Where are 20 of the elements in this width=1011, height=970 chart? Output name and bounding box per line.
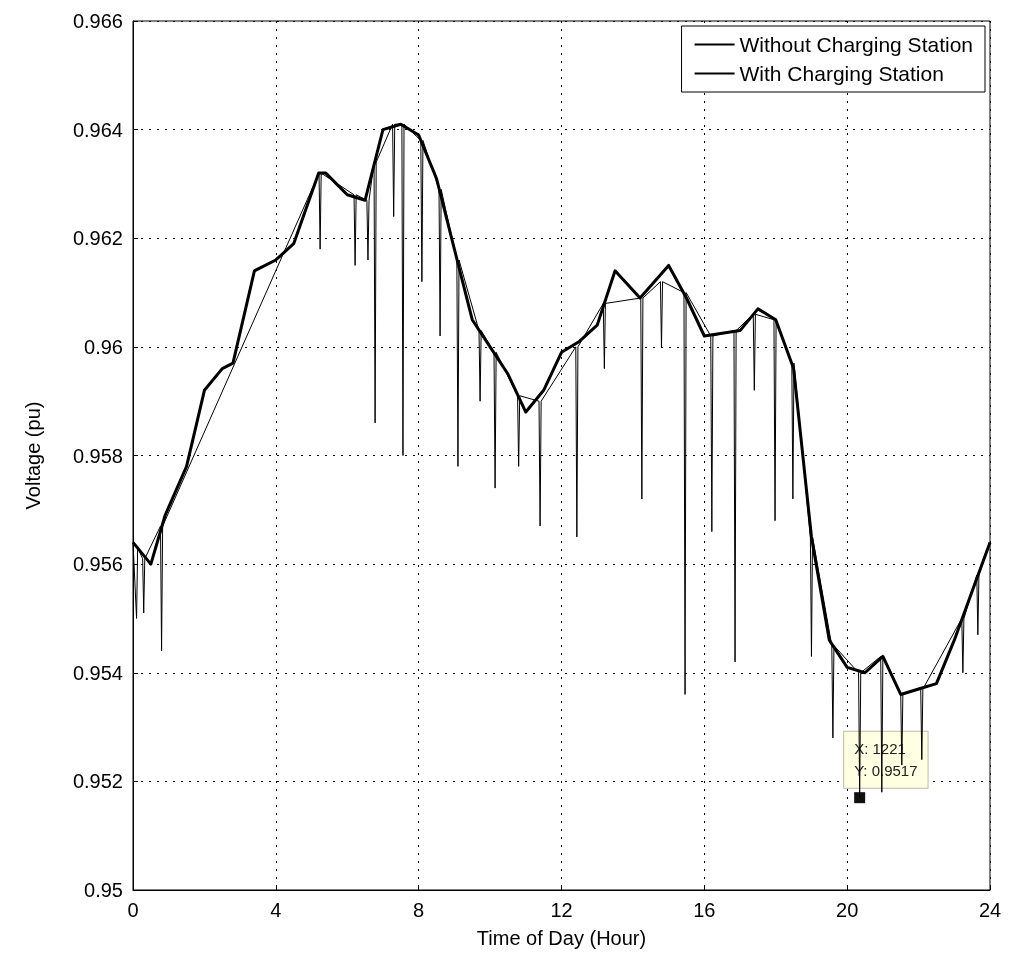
x-tick-label: 0	[127, 899, 139, 921]
y-tick-label: 0.954	[72, 661, 123, 684]
y-tick-label: 0.96	[84, 335, 123, 358]
y-tick-label: 0.95	[84, 879, 123, 901]
y-tick-label: 0.966	[72, 10, 123, 32]
y-tick-label: 0.956	[72, 553, 123, 576]
x-tick-label: 24	[978, 899, 1002, 921]
legend-label: Without Charging Station	[739, 33, 974, 56]
y-tick-label: 0.962	[72, 227, 123, 250]
y-tick-label: 0.958	[72, 444, 123, 467]
legend-label: With Charging Station	[739, 62, 944, 85]
y-axis-title: Voltage (pu)	[22, 401, 44, 510]
x-tick-label: 4	[270, 899, 282, 921]
y-tick-label: 0.964	[72, 118, 123, 141]
x-tick-label: 12	[550, 899, 573, 921]
x-tick-label: 20	[836, 899, 859, 921]
x-tick-label: 8	[413, 899, 425, 921]
x-axis-title: Time of Day (Hour)	[476, 927, 647, 949]
x-tick-label: 16	[693, 899, 716, 921]
y-tick-label: 0.952	[72, 770, 123, 793]
